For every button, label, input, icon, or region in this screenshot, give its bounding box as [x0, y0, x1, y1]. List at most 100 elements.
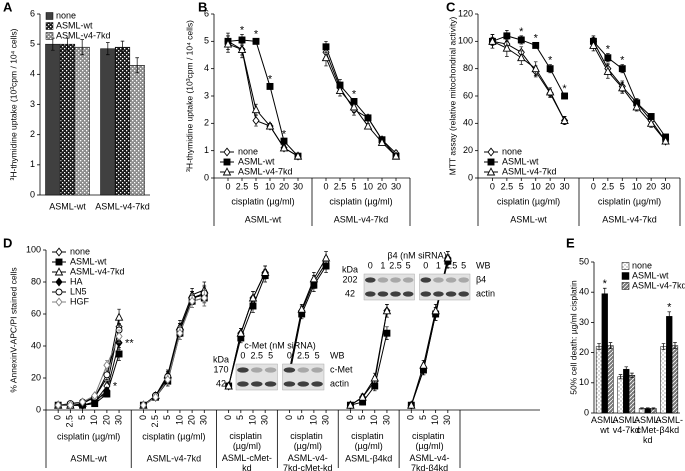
blot-title: β4 (nM siRNA)	[387, 250, 446, 260]
y-tick-label: 40	[463, 118, 473, 128]
marker	[152, 392, 160, 402]
error-bar	[608, 342, 613, 350]
blot-band	[365, 277, 376, 283]
x-tick-label: 5	[620, 181, 625, 191]
series-line	[325, 52, 397, 154]
marker	[265, 121, 275, 130]
marker	[321, 253, 331, 262]
y-tick-label: 4	[30, 69, 35, 79]
y-tick-label: 80	[463, 63, 473, 73]
group-label: ASML-v4-7kd	[602, 214, 657, 224]
y-tick-label: 10	[579, 377, 589, 387]
legend-label: ASML-v4-7kd	[502, 166, 557, 176]
legend-label: ASML-wt	[632, 270, 669, 280]
legend-swatch	[45, 22, 54, 30]
x-tick-label: 0	[490, 181, 495, 191]
error-bar	[120, 40, 125, 54]
bar	[45, 43, 61, 196]
significance: *	[562, 83, 567, 95]
significance: *	[282, 128, 287, 140]
y-tick-label: 100	[458, 36, 473, 46]
x-tick-label: 30	[391, 181, 401, 191]
group-label: ASML-wt	[70, 453, 107, 463]
error-bar	[651, 407, 656, 410]
bar	[114, 46, 131, 196]
marker	[252, 116, 260, 126]
marker	[632, 102, 641, 111]
x-tick-label: 30	[320, 415, 330, 425]
panel-letter: A	[3, 0, 13, 14]
series-line	[593, 41, 666, 138]
y-tick-label: 0	[468, 172, 473, 182]
blot-band	[377, 291, 389, 297]
y-axis-label: ³H-thymidine uptake (10³cpm / 10⁴ cells)	[8, 28, 18, 180]
protein-label: c-Met	[330, 364, 353, 374]
legend-label: ASML-v4-7kd	[56, 30, 111, 40]
significance: **	[125, 338, 134, 350]
marker	[603, 66, 613, 75]
x-tick-label: 5	[351, 181, 356, 191]
marker	[115, 331, 123, 341]
bar	[595, 346, 603, 414]
marker	[114, 312, 124, 321]
marker	[55, 247, 63, 257]
blot-method: WB	[476, 260, 491, 270]
marker	[260, 267, 270, 276]
bar	[601, 293, 608, 414]
marker	[200, 293, 208, 303]
significance: *	[113, 381, 118, 393]
y-tick-label: 4	[204, 63, 209, 73]
marker	[371, 382, 379, 390]
marker	[546, 65, 554, 73]
lane-label: 0	[368, 260, 373, 270]
marker	[487, 147, 495, 157]
significance: **	[101, 392, 110, 404]
x-tick-label: 20	[279, 181, 289, 191]
blot-unit: kDa	[213, 354, 229, 364]
legend-label: HGF	[70, 296, 90, 306]
marker	[349, 102, 359, 111]
legend-label: LN5	[70, 286, 87, 296]
y-axis-label: 50% cell death: µg/ml cisplatin	[568, 280, 578, 395]
x-tick-label: 5	[357, 415, 367, 420]
x-tick-label: 10	[531, 181, 541, 191]
x-tick-label: 30	[293, 181, 303, 191]
marker	[377, 137, 387, 146]
error-bar	[106, 42, 110, 56]
marker	[560, 115, 569, 125]
y-tick-label: 5	[30, 39, 35, 49]
error-bar	[667, 311, 672, 322]
x-tick-label: 20	[101, 415, 111, 425]
series-line	[289, 257, 327, 371]
legend-label: ASML-v4-7kd	[632, 280, 685, 290]
marker	[115, 350, 123, 358]
x-tick-label: ASML-cMet-kd	[634, 415, 662, 445]
marker	[55, 277, 63, 287]
bar	[660, 346, 667, 414]
y-tick-label: 1	[30, 159, 35, 169]
bar	[617, 376, 624, 414]
marker	[66, 400, 74, 410]
lane-label: 1	[380, 260, 385, 270]
x-tick-label: 5	[296, 415, 306, 420]
lane-label: 2.5	[389, 260, 402, 270]
marker	[407, 400, 416, 409]
panel-letter: C	[446, 0, 456, 14]
x-tick-label: 5	[162, 415, 172, 420]
protein-label: actin	[476, 288, 495, 298]
lane-label: 5	[315, 350, 320, 360]
x-tick-label: 0	[406, 415, 416, 420]
legend-label: none	[238, 146, 258, 156]
blot-band	[297, 381, 310, 387]
marker	[223, 39, 233, 48]
lane-label: 2.5	[297, 350, 310, 360]
blot-band	[433, 291, 444, 297]
marker	[223, 158, 231, 166]
significance: *	[606, 44, 611, 56]
marker	[431, 306, 440, 315]
lane-label: 0	[240, 350, 245, 360]
lane-label: 1	[436, 260, 441, 270]
x-axis-label: cisplatin (µg/ml)	[290, 431, 325, 451]
blot-band	[237, 381, 249, 387]
marker	[55, 288, 63, 296]
